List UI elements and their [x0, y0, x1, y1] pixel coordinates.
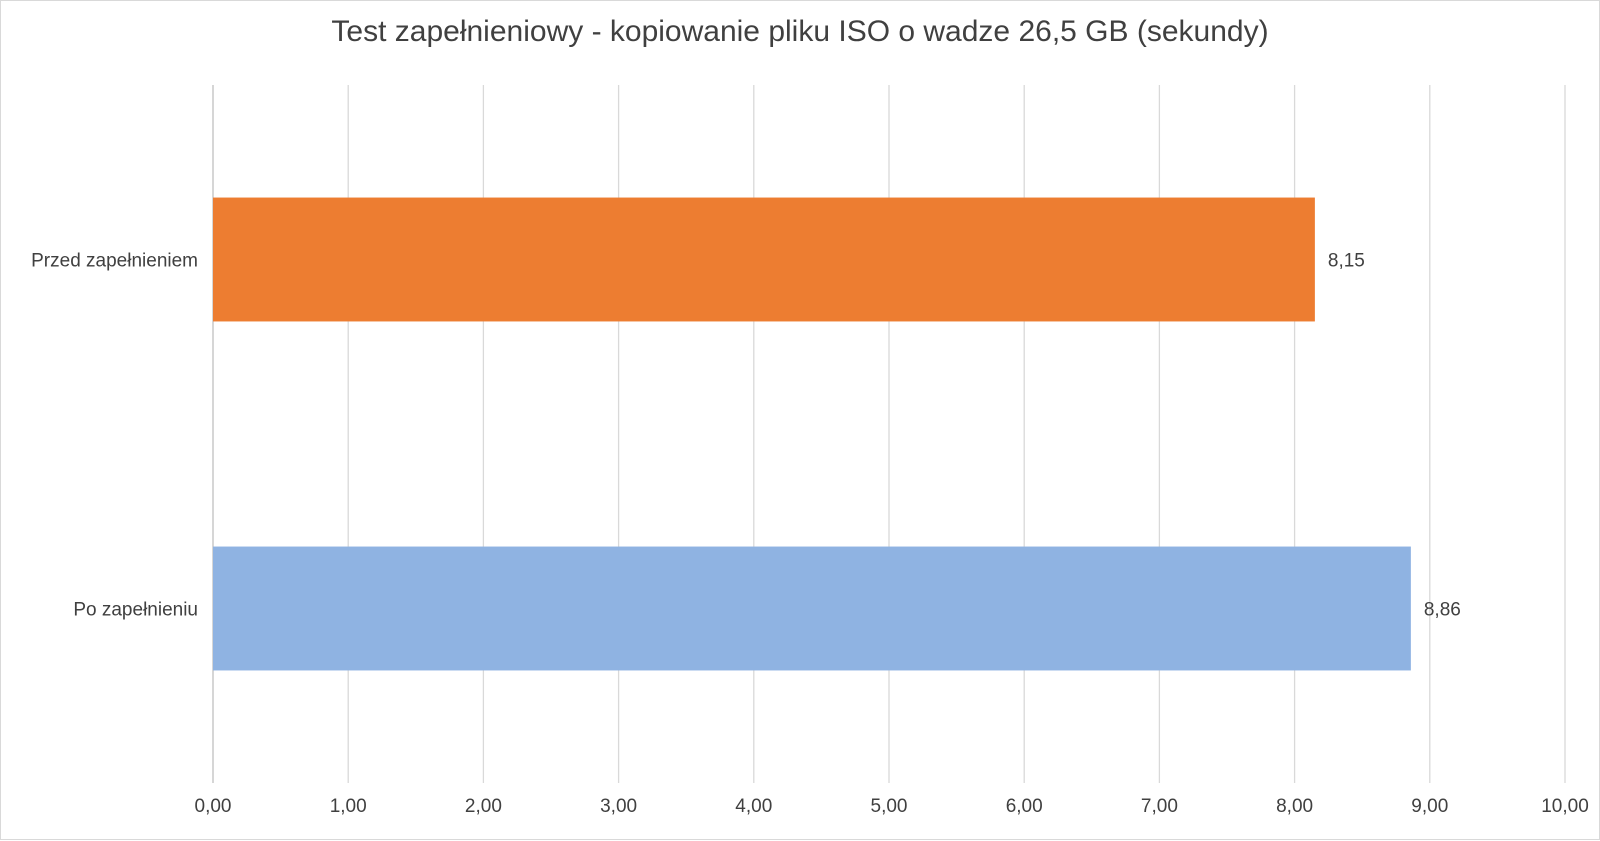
category-label: Po zapełnieniu	[73, 600, 198, 621]
x-tick-label: 3,00	[600, 796, 637, 817]
x-tick-label: 6,00	[1006, 796, 1043, 817]
bars: Przed zapełnieniem 8,15 Po zapełnieniu 8,86	[31, 197, 1461, 671]
x-tick-label: 0,00	[195, 796, 232, 817]
x-tick-label: 9,00	[1411, 796, 1448, 817]
bar	[213, 197, 1315, 322]
x-tick-label: 4,00	[735, 796, 772, 817]
bar	[213, 546, 1411, 671]
x-tick-label: 10,00	[1541, 796, 1589, 817]
chart-title: Test zapełnieniowy - kopiowanie pliku IS…	[331, 15, 1269, 48]
x-axis-ticks: 0,00 1,00 2,00 3,00 4,00 5,00 6,00 7,00 8,00 9,00…	[195, 796, 1589, 817]
data-label: 8,15	[1328, 251, 1365, 272]
x-tick-label: 7,00	[1141, 796, 1178, 817]
x-tick-label: 5,00	[871, 796, 908, 817]
category-label: Przed zapełnieniem	[31, 251, 198, 272]
data-label: 8,86	[1424, 600, 1461, 621]
x-tick-label: 1,00	[330, 796, 367, 817]
x-tick-label: 2,00	[465, 796, 502, 817]
x-tick-label: 8,00	[1276, 796, 1313, 817]
gridlines	[212, 85, 1566, 783]
